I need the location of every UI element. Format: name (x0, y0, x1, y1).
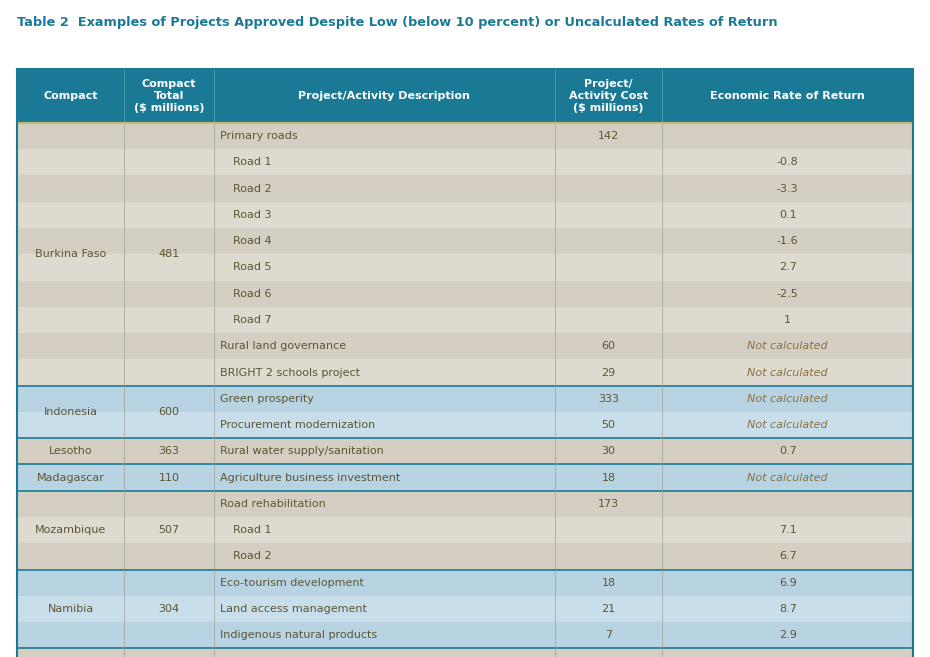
Text: 110: 110 (159, 472, 179, 483)
Bar (17, 386, 913, 412)
Text: 173: 173 (598, 499, 619, 509)
Bar (17, 333, 913, 359)
Text: 333: 333 (598, 394, 619, 404)
Text: Not calculated: Not calculated (748, 367, 828, 378)
Text: Road 4: Road 4 (232, 236, 272, 246)
Text: Road 5: Road 5 (232, 262, 271, 273)
Text: Namibia: Namibia (47, 604, 94, 614)
Text: 7: 7 (604, 630, 612, 641)
Text: Not calculated: Not calculated (748, 420, 828, 430)
Text: Rural land governance: Rural land governance (220, 341, 347, 351)
Text: 8.7: 8.7 (778, 604, 797, 614)
Bar (17, 543, 913, 570)
Text: Indigenous natural products: Indigenous natural products (220, 630, 378, 641)
Text: Not calculated: Not calculated (748, 341, 828, 351)
Text: Green prosperity: Green prosperity (220, 394, 314, 404)
Bar (17, 359, 913, 386)
Text: Rural water supply/sanitation: Rural water supply/sanitation (220, 446, 384, 457)
Text: -3.3: -3.3 (777, 183, 799, 194)
Text: Compact: Compact (44, 91, 98, 101)
Bar (17, 69, 913, 123)
Bar (17, 464, 913, 491)
Text: Road 1: Road 1 (232, 525, 271, 535)
Bar (17, 175, 913, 202)
Text: BRIGHT 2 schools project: BRIGHT 2 schools project (220, 367, 361, 378)
Text: 142: 142 (598, 131, 619, 141)
Text: 18: 18 (602, 578, 616, 588)
Text: Primary roads: Primary roads (220, 131, 299, 141)
Text: Procurement modernization: Procurement modernization (220, 420, 376, 430)
Text: 0.7: 0.7 (778, 446, 797, 457)
Text: Land access management: Land access management (220, 604, 367, 614)
Text: -2.5: -2.5 (777, 288, 799, 299)
Text: 30: 30 (602, 446, 616, 457)
Text: Economic Rate of Return: Economic Rate of Return (711, 91, 865, 101)
Text: Mozambique: Mozambique (35, 525, 106, 535)
Text: Table 2  Examples of Projects Approved Despite Low (below 10 percent) or Uncalcu: Table 2 Examples of Projects Approved De… (17, 16, 777, 30)
Text: 50: 50 (602, 420, 616, 430)
Bar (17, 307, 913, 333)
Bar (17, 570, 913, 596)
Text: Road 2: Road 2 (232, 183, 272, 194)
Bar (17, 202, 913, 228)
Text: Indonesia: Indonesia (44, 407, 98, 417)
Bar (17, 254, 913, 281)
Text: 2.7: 2.7 (778, 262, 797, 273)
Text: 2.9: 2.9 (778, 630, 797, 641)
Bar (17, 596, 913, 622)
Text: 21: 21 (602, 604, 616, 614)
Text: 7.1: 7.1 (778, 525, 797, 535)
Bar (17, 622, 913, 648)
Text: 481: 481 (158, 249, 179, 260)
Text: Not calculated: Not calculated (748, 472, 828, 483)
Text: Road 7: Road 7 (232, 315, 272, 325)
Bar (17, 281, 913, 307)
Text: 60: 60 (602, 341, 616, 351)
Text: Road 2: Road 2 (232, 551, 272, 562)
Text: Road rehabilitation: Road rehabilitation (220, 499, 326, 509)
Bar (17, 517, 913, 543)
Bar (17, 412, 913, 438)
Text: Road 6: Road 6 (232, 288, 271, 299)
Text: 18: 18 (602, 472, 616, 483)
Text: Not calculated: Not calculated (748, 394, 828, 404)
Text: 29: 29 (602, 367, 616, 378)
Text: 600: 600 (159, 407, 179, 417)
Text: Lesotho: Lesotho (48, 446, 92, 457)
Text: Eco-tourism development: Eco-tourism development (220, 578, 365, 588)
Text: Project/
Activity Cost
($ millions): Project/ Activity Cost ($ millions) (569, 79, 648, 113)
Text: Road 1: Road 1 (232, 157, 271, 168)
Bar (17, 491, 913, 517)
Text: 6.7: 6.7 (778, 551, 797, 562)
Bar (17, 648, 913, 657)
Text: 1: 1 (784, 315, 791, 325)
Text: Compact
Total
($ millions): Compact Total ($ millions) (134, 79, 205, 113)
Bar (17, 149, 913, 175)
Text: Project/Activity Description: Project/Activity Description (299, 91, 471, 101)
Text: 363: 363 (159, 446, 179, 457)
Text: Agriculture business investment: Agriculture business investment (220, 472, 401, 483)
Text: -0.8: -0.8 (777, 157, 799, 168)
Text: Burkina Faso: Burkina Faso (35, 249, 106, 260)
Bar (17, 228, 913, 254)
Bar (17, 123, 913, 149)
Text: Road 3: Road 3 (232, 210, 271, 220)
Text: Madagascar: Madagascar (36, 472, 104, 483)
Text: 304: 304 (159, 604, 179, 614)
Text: 507: 507 (159, 525, 179, 535)
Bar (17, 438, 913, 464)
Text: 0.1: 0.1 (779, 210, 797, 220)
Text: 6.9: 6.9 (778, 578, 797, 588)
Text: -1.6: -1.6 (777, 236, 799, 246)
